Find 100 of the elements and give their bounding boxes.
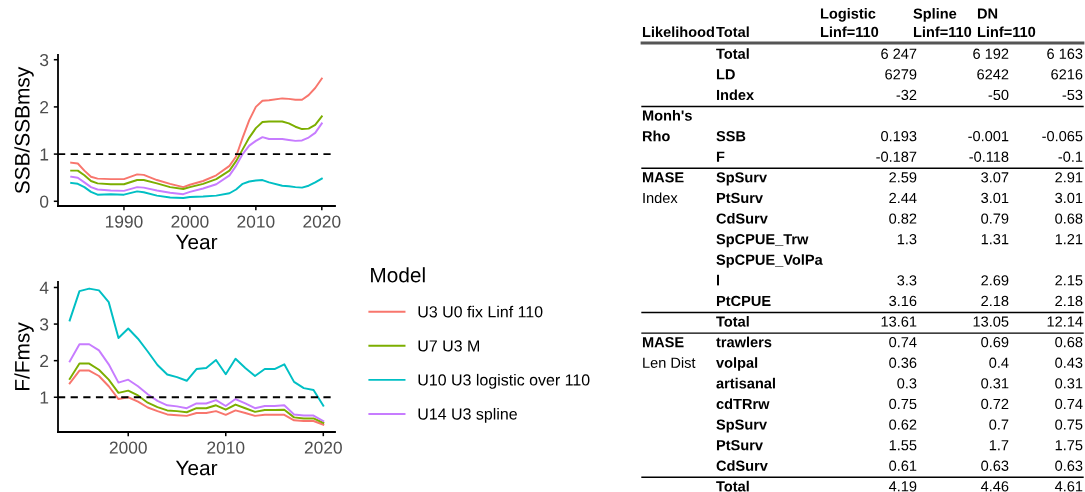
category-label: DN Linf=110 [977, 8, 1036, 38]
legend-title: Model [371, 267, 425, 283]
text: 1.55 [889, 440, 917, 451]
text: Index [643, 192, 678, 204]
x-tick-label: 2020 [304, 441, 342, 454]
text: CdSurv [716, 213, 768, 224]
text: 0.68 [1055, 336, 1083, 348]
text: Total [716, 316, 749, 327]
x-tick-label: 2000 [171, 215, 209, 228]
text: Len Dist [643, 357, 696, 368]
y-axis-title: F/Fmsy [14, 322, 34, 390]
text: 12.14 [1047, 316, 1083, 327]
line-series [70, 115, 323, 190]
x-tick-label: 2010 [207, 441, 245, 454]
text: 0.43 [1055, 357, 1083, 368]
text: 6242 [977, 69, 1009, 80]
text: PtCPUE [716, 295, 771, 307]
text: 1.31 [981, 233, 1009, 245]
y-tick-label: 3 [39, 318, 49, 331]
text: 2.59 [889, 172, 917, 183]
text: 0.193 [881, 130, 917, 142]
text: Monh's [642, 110, 692, 121]
legend-label: U7 U3 M [418, 340, 479, 352]
text: 0.82 [889, 213, 917, 224]
y-tick-label: 2 [40, 354, 49, 367]
y-axis-title: SSB/SSBmsy [14, 66, 34, 194]
text: 3.07 [981, 172, 1009, 183]
text: -32 [896, 89, 917, 101]
x-tick-label: 1990 [105, 215, 143, 228]
text: 3.16 [889, 295, 917, 307]
category-label: Logistic Linf=110 [820, 7, 879, 38]
line-series [68, 343, 325, 422]
line-series [68, 287, 325, 407]
text: 0.3 [897, 378, 917, 389]
x-tick-label: 2010 [237, 215, 275, 228]
text: 0.68 [1055, 213, 1083, 224]
text: 6 192 [973, 48, 1009, 59]
line-series [70, 122, 323, 196]
text: 1.21 [1055, 233, 1083, 245]
y-tick-label: 3 [39, 53, 49, 67]
text: -0.187 [876, 151, 917, 162]
text: 0.63 [981, 460, 1009, 471]
text: 2.15 [1055, 275, 1083, 286]
text: LD [716, 69, 735, 80]
text: F [716, 151, 725, 162]
category-label: Likelihood [642, 26, 714, 38]
text: 0.75 [1055, 419, 1083, 430]
line-series [70, 177, 323, 199]
text: -0.1 [1058, 151, 1083, 162]
x-tick-label: 2000 [109, 441, 147, 454]
text: 13.61 [881, 316, 917, 327]
text: 4.61 [1054, 481, 1083, 492]
text: 6 163 [1047, 48, 1083, 59]
text: 6 247 [881, 48, 917, 59]
text: CdSurv [716, 460, 768, 471]
text: SpCPUE_Trw [716, 233, 809, 248]
text: 0.62 [889, 419, 917, 430]
text: SpSurv [716, 419, 767, 433]
legend-label: U14 U3 spline [418, 407, 517, 423]
text: 0.74 [889, 336, 917, 348]
text: 2.69 [981, 275, 1009, 286]
x-tick-label: 2020 [303, 215, 341, 228]
y-tick-label: 1 [40, 148, 49, 161]
x-axis-title: Year [175, 234, 218, 250]
text: 0.4 [989, 357, 1009, 368]
text: 6216 [1051, 69, 1083, 80]
text: Index [716, 89, 754, 101]
text: -50 [988, 89, 1009, 101]
legend-label: U10 U3 logistic over 110 [418, 373, 590, 389]
text: 13.05 [973, 316, 1009, 327]
text: Total [716, 480, 749, 492]
text: 0.69 [981, 336, 1009, 348]
text: 2.44 [889, 192, 917, 203]
text: 4.19 [888, 481, 917, 492]
text: MASE [642, 172, 684, 183]
text: 0.61 [889, 460, 917, 471]
text: 0.74 [1055, 398, 1083, 410]
y-tick-label: 2 [40, 101, 49, 114]
text: 6279 [885, 69, 917, 80]
text: volpal [716, 357, 758, 371]
text: artisanal [716, 377, 775, 389]
text: -0.118 [969, 151, 1009, 162]
text: 3.3 [897, 275, 917, 286]
text: PtSurv [716, 192, 763, 204]
text: 0.7 [989, 419, 1009, 430]
text: SpSurv [716, 172, 767, 186]
text: 4.46 [980, 481, 1009, 492]
text: cdTRrw [716, 398, 770, 410]
category-label: Total [716, 26, 749, 38]
text: Total [716, 48, 749, 59]
text: -0.065 [1042, 130, 1083, 142]
text: 2.18 [981, 295, 1009, 307]
category-label: Spline Linf=110 [913, 8, 972, 38]
text: 0.31 [981, 378, 1009, 389]
text: 2.18 [1055, 295, 1083, 307]
text: 0.72 [981, 398, 1009, 410]
line-series [70, 77, 323, 189]
text: -0.001 [968, 130, 1009, 142]
text: PtSurv [716, 439, 763, 451]
text: 1.3 [897, 233, 917, 245]
